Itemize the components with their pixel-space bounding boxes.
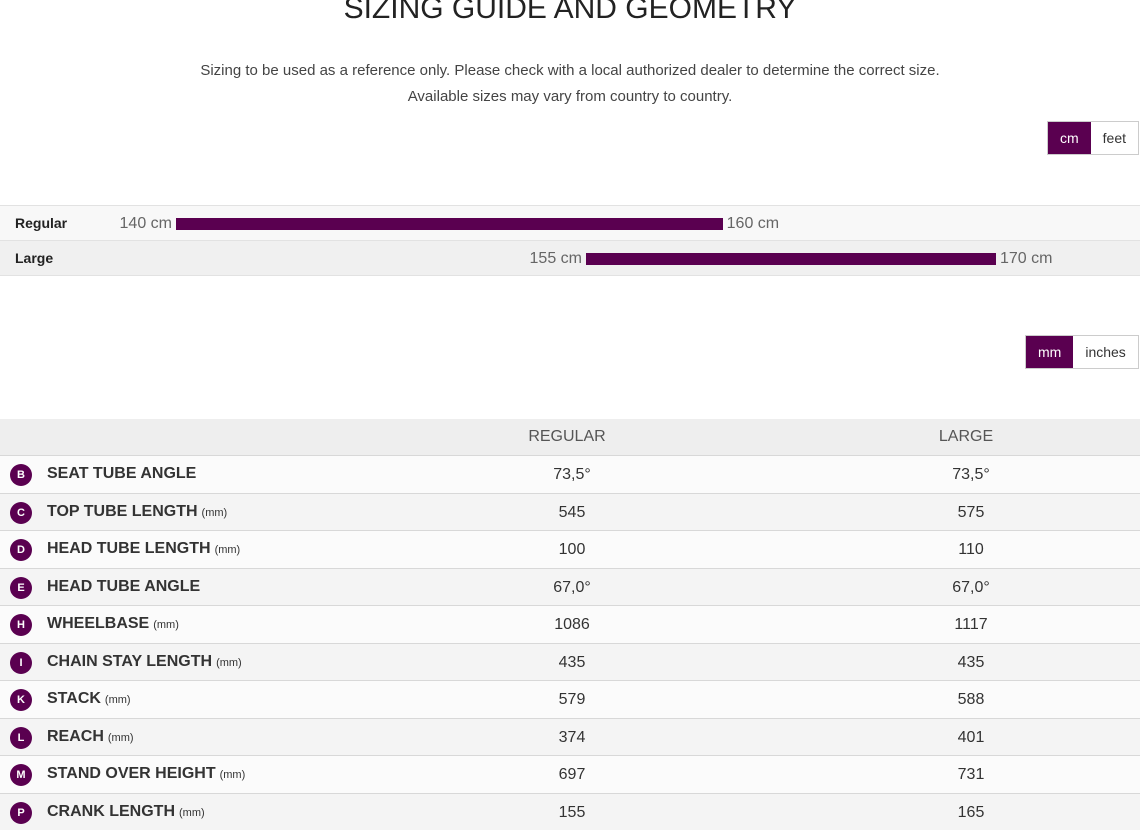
cell: 401 bbox=[957, 728, 985, 746]
range-label: 140 cm bbox=[119, 215, 172, 232]
cell: 165 bbox=[957, 803, 985, 821]
table-row: L REACH (mm) 374 401 bbox=[0, 717, 1140, 756]
cell: 1086 bbox=[554, 616, 590, 633]
row-letter: C bbox=[10, 501, 32, 524]
cell: 575 bbox=[957, 503, 985, 521]
row-label: HEAD TUBE LENGTH bbox=[47, 540, 211, 557]
cell: 588 bbox=[957, 691, 985, 708]
table-row: I CHAIN STAY LENGTH (mm) 435 435 bbox=[0, 642, 1140, 681]
cell: 67,0° bbox=[952, 578, 990, 596]
table-row: E HEAD TUBE ANGLE 67,0° 67,0° bbox=[0, 567, 1140, 605]
cell: 374 bbox=[558, 728, 586, 746]
note: Available sizes may vary from country to… bbox=[407, 88, 733, 105]
row-letter: H bbox=[10, 614, 32, 636]
cell: 67,0° bbox=[553, 578, 591, 596]
toggle-option[interactable]: cm bbox=[1048, 122, 1091, 154]
toggle-option[interactable]: mm bbox=[1026, 336, 1074, 368]
table-row: C TOP TUBE LENGTH (mm) 545 575 bbox=[0, 492, 1140, 531]
row-unit: (mm) bbox=[107, 731, 134, 744]
column-header: REGULAR bbox=[528, 428, 606, 445]
unit-toggle: mm inches bbox=[1025, 335, 1139, 369]
range-bar bbox=[176, 218, 723, 230]
cell: 697 bbox=[558, 766, 586, 783]
cell: 579 bbox=[558, 691, 586, 708]
size-row: Large 155 cm 170 cm bbox=[0, 240, 1140, 276]
row-label: HEAD TUBE ANGLE bbox=[47, 577, 201, 595]
row-label: TOP TUBE LENGTH bbox=[47, 502, 198, 520]
row-letter: E bbox=[10, 576, 32, 599]
cell: 110 bbox=[958, 541, 984, 558]
size-label: Regular bbox=[15, 215, 68, 231]
row-label: STAND OVER HEIGHT bbox=[47, 765, 216, 782]
cell: 73,5° bbox=[952, 466, 990, 483]
range-bar bbox=[586, 253, 996, 265]
row-name: STAND OVER HEIGHT (mm) bbox=[47, 756, 245, 793]
range-label: 155 cm bbox=[529, 250, 582, 267]
size-label: Large bbox=[15, 250, 54, 266]
table-row: K STACK (mm) 579 588 bbox=[0, 680, 1140, 718]
cell: 731 bbox=[957, 766, 985, 783]
cell: 545 bbox=[558, 503, 586, 521]
cell: 435 bbox=[558, 653, 586, 671]
row-unit: (mm) bbox=[214, 544, 241, 556]
note: Sizing to be used as a reference only. P… bbox=[200, 62, 940, 79]
row-label: REACH bbox=[47, 727, 104, 745]
table-row: P CRANK LENGTH (mm) 155 165 bbox=[0, 792, 1140, 831]
row-name: SEAT TUBE ANGLE bbox=[47, 456, 196, 491]
toggle-option[interactable]: inches bbox=[1085, 344, 1126, 360]
table-row: H WHEELBASE (mm) 1086 1117 bbox=[0, 605, 1140, 643]
cell: 435 bbox=[957, 653, 985, 671]
size-row: Regular 140 cm 160 cm bbox=[0, 205, 1140, 240]
row-label: CRANK LENGTH bbox=[47, 802, 175, 820]
row-letter: B bbox=[10, 464, 32, 486]
row-label: STACK bbox=[47, 690, 101, 707]
row-unit: (mm) bbox=[201, 506, 228, 519]
cell: 73,5° bbox=[553, 466, 591, 483]
row-unit: (mm) bbox=[179, 806, 205, 819]
table-header: REGULAR LARGE bbox=[0, 419, 1140, 455]
range-label: 170 cm bbox=[1000, 250, 1053, 267]
row-name: TOP TUBE LENGTH (mm) bbox=[47, 494, 227, 531]
row-label: SEAT TUBE ANGLE bbox=[47, 465, 197, 482]
row-unit: (mm) bbox=[104, 694, 131, 706]
row-unit: (mm) bbox=[216, 656, 242, 669]
row-letter: L bbox=[10, 726, 32, 749]
row-name: REACH (mm) bbox=[47, 719, 134, 756]
row-label: WHEELBASE bbox=[47, 615, 150, 632]
row-letter: D bbox=[10, 539, 32, 561]
row-letter: K bbox=[10, 689, 32, 711]
row-name: CRANK LENGTH (mm) bbox=[47, 794, 205, 831]
row-letter: P bbox=[10, 801, 32, 824]
row-unit: (mm) bbox=[219, 769, 246, 781]
row-name: HEAD TUBE ANGLE bbox=[47, 569, 200, 604]
table-row: D HEAD TUBE LENGTH (mm) 100 110 bbox=[0, 530, 1140, 568]
row-name: HEAD TUBE LENGTH (mm) bbox=[47, 531, 240, 568]
cell: 1117 bbox=[954, 616, 988, 633]
row-name: STACK (mm) bbox=[47, 681, 131, 718]
row-name: CHAIN STAY LENGTH (mm) bbox=[47, 644, 242, 681]
row-letter: I bbox=[10, 651, 32, 674]
column-header: LARGE bbox=[938, 428, 994, 445]
row-unit: (mm) bbox=[153, 619, 179, 631]
cell: 155 bbox=[558, 803, 586, 821]
unit-toggle: cm feet bbox=[1047, 121, 1140, 155]
cell: 100 bbox=[558, 541, 586, 558]
range-label: 160 cm bbox=[726, 215, 780, 232]
table-row: B SEAT TUBE ANGLE 73,5° 73,5° bbox=[0, 455, 1140, 493]
row-label: CHAIN STAY LENGTH bbox=[47, 652, 213, 670]
page-title: SIZING GUIDE AND GEOMETRY bbox=[343, 0, 797, 25]
row-name: WHEELBASE (mm) bbox=[47, 606, 179, 643]
table-row: M STAND OVER HEIGHT (mm) 697 731 bbox=[0, 755, 1140, 793]
row-letter: M bbox=[10, 764, 32, 786]
toggle-option[interactable]: feet bbox=[1102, 130, 1127, 146]
